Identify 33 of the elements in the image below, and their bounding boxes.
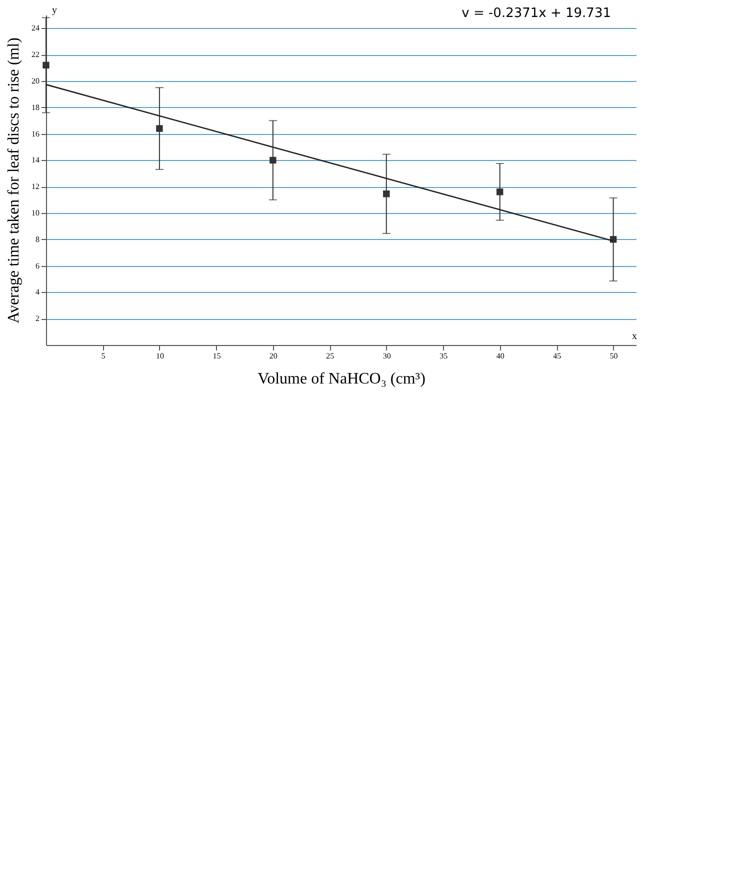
point — [42, 62, 50, 69]
point — [496, 188, 504, 196]
annotation: v = -0.2371x + 19.731 — [462, 6, 611, 21]
annotation: y — [52, 5, 57, 16]
y-tick-label: 8 — [36, 234, 40, 244]
y-tick-label: 18 — [32, 102, 40, 112]
y-tick-label: 2 — [36, 314, 40, 324]
point — [270, 156, 276, 164]
x-tick-label: 20 — [269, 352, 278, 360]
y-tick-label: 4 — [36, 288, 40, 297]
x-tick-label: 50 — [610, 352, 618, 360]
y-tick-label: 22 — [32, 50, 40, 60]
y-tick-label: 6 — [36, 261, 40, 270]
x-tick-label: 25 — [326, 352, 334, 360]
x-tick-label: 45 — [553, 352, 562, 360]
x-tick-label: 15 — [212, 352, 221, 360]
x-tick-label: 30 — [382, 352, 391, 360]
x-axis-title: Volume of NaHCO₃ (cm³) — [258, 370, 426, 388]
x-tick-label: 40 — [496, 352, 504, 360]
y-tick-label: 24 — [32, 24, 40, 33]
y-tick-label: 20 — [32, 76, 40, 86]
y-axis-title: Average time taken for leaf discs to rise (ml) — [6, 38, 22, 324]
point — [610, 236, 617, 243]
x-tick-label: 10 — [156, 352, 164, 360]
annotation: x — [632, 331, 637, 342]
y-tick-label: 10 — [32, 208, 40, 218]
y-tick-label: 14 — [32, 156, 40, 165]
y-tick-label: 16 — [32, 129, 40, 138]
y-tick-label: 12 — [32, 182, 40, 192]
point — [156, 125, 163, 132]
x-tick-label: 35 — [440, 352, 448, 360]
x-tick-label: 5 — [101, 352, 106, 360]
point — [383, 190, 390, 198]
